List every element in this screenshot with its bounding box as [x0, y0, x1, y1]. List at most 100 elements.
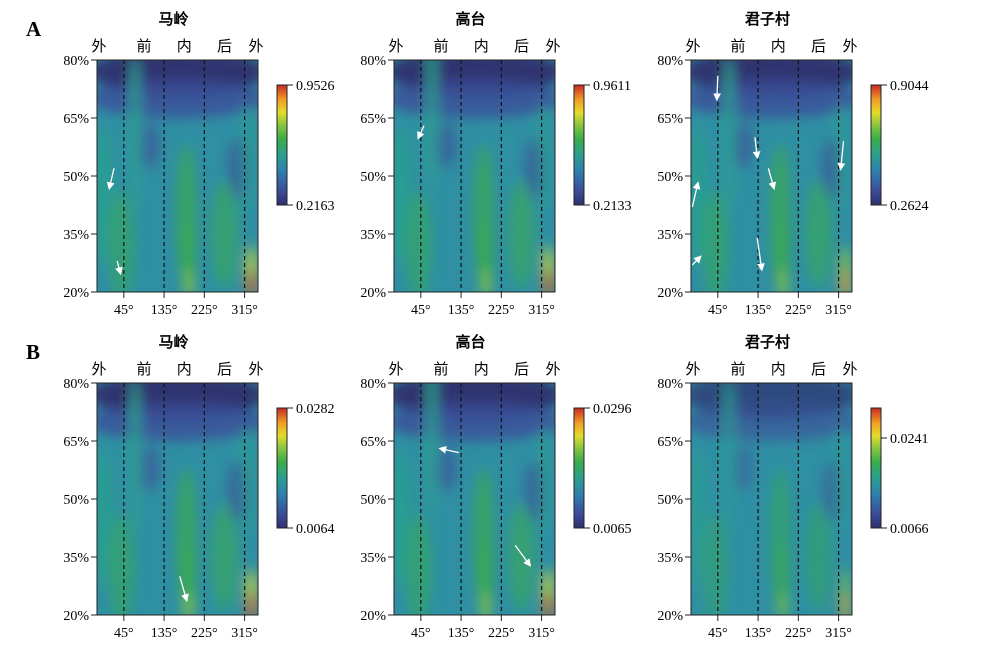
- colorbar-max-label: 0.9526: [296, 79, 335, 94]
- x-tick-label: 135°: [151, 626, 178, 641]
- heatmap-cell: [211, 502, 238, 612]
- colorbar-min-label: 0.2163: [296, 199, 335, 214]
- y-tick-label: 20%: [63, 286, 89, 301]
- x-tick-label: 135°: [448, 626, 475, 641]
- heatmap-cell: [724, 383, 734, 426]
- x-tick-label: 225°: [488, 626, 515, 641]
- annotation-arrow: [691, 255, 702, 266]
- heatmap-cell: [405, 514, 433, 615]
- y-tick-label: 65%: [657, 112, 683, 127]
- x-tick-label: 225°: [785, 626, 812, 641]
- top-axis-label: 内: [474, 360, 489, 378]
- top-axis-label: 内: [474, 37, 489, 55]
- y-tick-label: 35%: [63, 551, 89, 566]
- heatmap-cell: [247, 268, 255, 292]
- x-tick-label: 45°: [411, 626, 431, 641]
- x-tick-label: 135°: [745, 303, 772, 318]
- x-tick-label: 135°: [448, 303, 475, 318]
- top-axis-label: 外: [248, 360, 263, 378]
- top-axis-label: 前: [730, 360, 745, 378]
- top-axis-label: 外: [91, 360, 106, 378]
- colorbar-max-label: 0.0296: [593, 402, 632, 417]
- x-tick-label: 45°: [411, 303, 431, 318]
- top-axis-label: 后: [514, 37, 529, 55]
- colorbar: [276, 84, 288, 206]
- heatmap-cells: [394, 60, 555, 292]
- heatmap-cell: [237, 425, 256, 534]
- top-axis-label: 外: [685, 37, 700, 55]
- y-tick-label: 20%: [360, 609, 386, 624]
- y-tick-label: 35%: [657, 228, 683, 243]
- heatmap-cell: [97, 402, 258, 441]
- y-tick-label: 65%: [360, 435, 386, 450]
- heatmap-cell: [247, 591, 255, 615]
- top-axis-label: 外: [545, 37, 560, 55]
- top-axis-label: 外: [248, 37, 263, 55]
- heatmap-cell: [211, 179, 238, 289]
- colorbar-min-label: 0.0064: [296, 522, 335, 537]
- top-axis-label: 内: [771, 37, 786, 55]
- x-tick-label: 225°: [191, 626, 218, 641]
- heatmap-cell: [481, 268, 491, 292]
- heatmap-cell: [427, 60, 437, 84]
- heatmap-cell: [702, 191, 730, 292]
- heatmap-field: [691, 383, 852, 615]
- panel-title: 高台: [455, 333, 485, 351]
- y-tick-label: 20%: [657, 609, 683, 624]
- heatmap-cell: [130, 383, 140, 426]
- heatmap-panel: 马岭外前内后外80%65%50%35%20%45° 135° 225° 315°0.0…: [63, 333, 334, 641]
- y-tick-label: 35%: [360, 551, 386, 566]
- top-axis-label: 后: [514, 360, 529, 378]
- heatmap-cell: [128, 383, 142, 538]
- top-axis-label: 外: [842, 37, 857, 55]
- heatmap-cell: [778, 268, 788, 292]
- heatmap-panel: 君子村外前内后外80%65%50%35%20%45° 135° 225° 315°0.…: [657, 333, 928, 641]
- heatmap-cell: [534, 102, 553, 211]
- row-a: A 马岭外前内后外80%65%50%35%20%45° 135° 225° 315°0.…: [26, 10, 929, 318]
- heatmap-cell: [425, 383, 439, 519]
- top-axis-label: 内: [771, 360, 786, 378]
- top-axis-label: 外: [545, 360, 560, 378]
- colorbar-max-label: 0.9611: [593, 79, 631, 94]
- y-tick-label: 80%: [657, 377, 683, 392]
- colorbar-max-label: 0.9044: [890, 79, 929, 94]
- annotation-arrow: [691, 181, 701, 208]
- annotation-arrow: [713, 75, 722, 102]
- x-tick-label: 225°: [488, 303, 515, 318]
- heatmap-cell: [425, 60, 439, 196]
- top-axis-label: 前: [136, 360, 151, 378]
- y-tick-label: 50%: [63, 170, 89, 185]
- annotation-arrow: [767, 168, 777, 191]
- heatmap-cells: [97, 383, 258, 615]
- heatmap-cell: [805, 502, 832, 612]
- colorbar-min-label: 0.2133: [593, 199, 632, 214]
- y-tick-label: 80%: [657, 54, 683, 69]
- heatmap-cell: [691, 79, 852, 118]
- row-label: B: [26, 340, 40, 364]
- heatmap-cell: [128, 60, 142, 215]
- x-tick-label: 315°: [231, 626, 258, 641]
- y-tick-label: 65%: [657, 435, 683, 450]
- heatmap-cell: [434, 444, 457, 492]
- heatmap-cell: [722, 383, 736, 538]
- annotation-arrow: [179, 576, 189, 603]
- row-b: B 马岭外前内后外80%65%50%35%20%45° 135° 225° 315°0.…: [26, 333, 929, 641]
- top-axis-label: 外: [842, 360, 857, 378]
- y-tick-label: 50%: [360, 170, 386, 185]
- heatmap-panel: 高台外前内后外80%65%50%35%20%45° 135° 225° 315°0.0…: [360, 333, 631, 641]
- heatmap-cell: [108, 514, 136, 615]
- panel-title: 马岭: [158, 10, 188, 28]
- top-axis-label: 前: [433, 37, 448, 55]
- x-tick-label: 135°: [151, 303, 178, 318]
- x-tick-label: 315°: [825, 626, 852, 641]
- heatmap-field: [97, 60, 258, 292]
- colorbar-max-label: 0.0282: [296, 402, 335, 417]
- y-tick-label: 35%: [63, 228, 89, 243]
- x-tick-label: 45°: [114, 303, 134, 318]
- colorbar-min-label: 0.0065: [593, 522, 632, 537]
- heatmap-cell: [534, 425, 553, 534]
- y-tick-label: 65%: [63, 112, 89, 127]
- heatmap-panel: 马岭外前内后外80%65%50%35%20%45° 135° 225° 315°0.9…: [63, 10, 334, 318]
- heatmap-cell: [724, 60, 734, 103]
- colorbar-max-label: 0.0241: [890, 432, 929, 447]
